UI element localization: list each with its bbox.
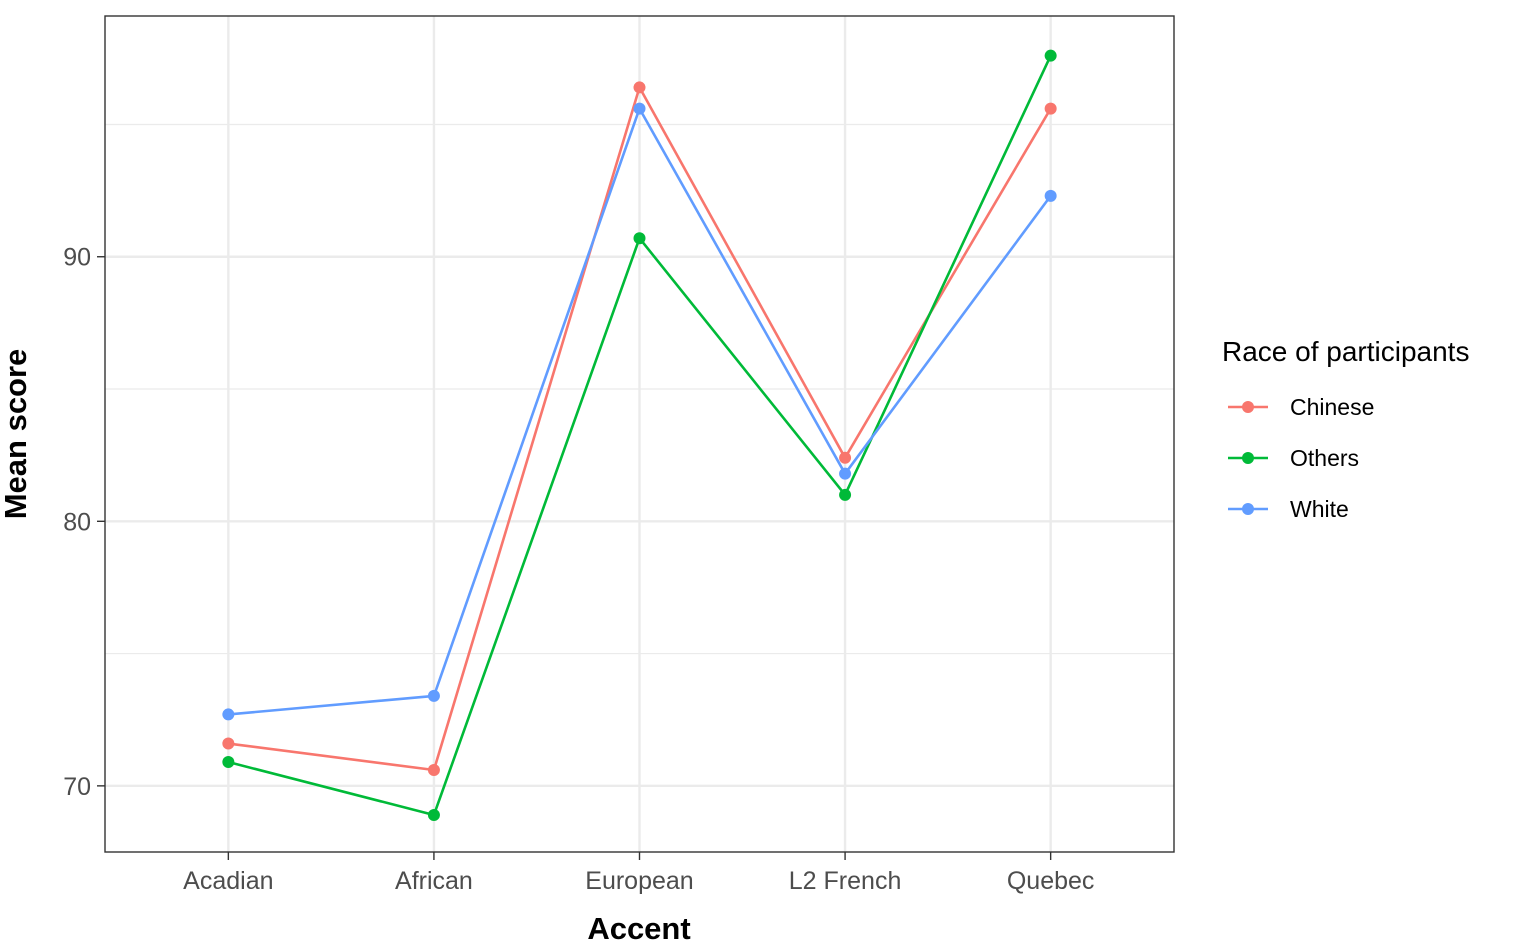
y-tick-label: 70 xyxy=(63,773,91,801)
data-point-chinese xyxy=(633,81,646,94)
data-point-others xyxy=(839,488,852,501)
data-point-white xyxy=(1044,189,1057,202)
data-point-others xyxy=(222,756,235,769)
legend-label: White xyxy=(1290,496,1349,522)
data-point-others xyxy=(427,808,440,821)
legend-title: Race of participants xyxy=(1222,336,1469,367)
data-point-others xyxy=(633,232,646,245)
data-point-chinese xyxy=(222,737,235,750)
x-tick-label: African xyxy=(395,867,473,895)
y-axis-title: Mean score xyxy=(0,349,33,520)
series-layer xyxy=(222,49,1057,821)
legend-key-point xyxy=(1242,503,1254,515)
x-axis-title: Accent xyxy=(587,911,690,946)
x-tick-label: European xyxy=(585,867,693,895)
x-axis: Acadian African European L2 French Quebec xyxy=(183,852,1094,895)
data-point-white xyxy=(222,708,235,721)
legend-label: Others xyxy=(1290,445,1359,471)
data-point-white xyxy=(633,102,646,115)
x-tick-label: Quebec xyxy=(1007,867,1095,895)
legend-label: Chinese xyxy=(1290,394,1374,420)
data-point-white xyxy=(839,467,852,480)
y-axis: 70 80 90 xyxy=(63,244,105,801)
data-point-others xyxy=(1044,49,1057,62)
data-point-white xyxy=(427,689,440,702)
data-point-chinese xyxy=(839,451,852,464)
x-tick-label: L2 French xyxy=(789,867,902,895)
legend-key-point xyxy=(1242,452,1254,464)
legend: Race of participants Chinese Others White xyxy=(1222,336,1469,522)
data-point-chinese xyxy=(427,763,440,776)
y-tick-label: 90 xyxy=(63,244,91,272)
y-tick-label: 80 xyxy=(63,508,91,536)
legend-key-point xyxy=(1242,401,1254,413)
data-point-chinese xyxy=(1044,102,1057,115)
x-tick-label: Acadian xyxy=(183,867,273,895)
